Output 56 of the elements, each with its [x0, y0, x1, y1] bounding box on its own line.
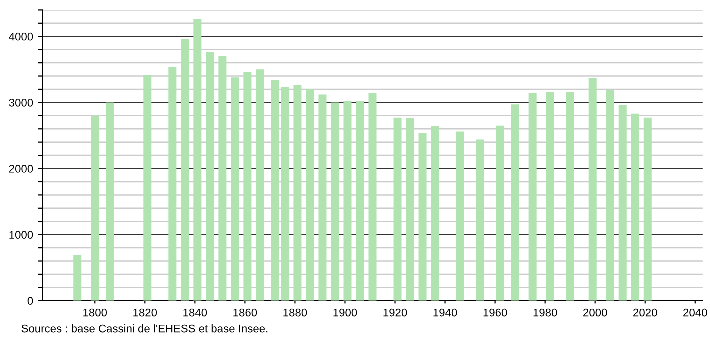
bar [281, 88, 290, 301]
x-tick-label: 1840 [184, 308, 208, 317]
bar [194, 19, 202, 301]
bar [331, 102, 340, 301]
bar [168, 67, 177, 301]
bar [406, 118, 414, 301]
x-tick-label: 2000 [584, 308, 608, 317]
x-tick-label: 1940 [434, 308, 458, 317]
bar [418, 133, 427, 301]
bar [496, 126, 504, 301]
bar [356, 101, 364, 301]
bar [206, 52, 214, 301]
bar [476, 140, 484, 301]
bar [394, 118, 402, 301]
bar [528, 93, 537, 301]
bar [74, 255, 82, 301]
bar [91, 116, 100, 301]
bar [344, 101, 352, 301]
bar [294, 86, 302, 301]
bar [106, 102, 114, 301]
bar [218, 56, 227, 301]
x-tick-label: 1800 [84, 308, 108, 317]
y-tick-label: 3000 [9, 98, 34, 107]
bar [644, 118, 652, 301]
y-tick-label: 0 [28, 297, 34, 306]
bar [546, 92, 554, 301]
bar [588, 78, 597, 301]
bar [631, 114, 640, 301]
bar [306, 89, 314, 301]
bar [456, 132, 464, 301]
bar [431, 126, 440, 301]
bar [271, 80, 280, 301]
x-tick-label: 2040 [684, 308, 708, 317]
bar [618, 105, 627, 301]
source-note: Sources : base Cassini de l'EHESS et base Insee. [22, 324, 268, 333]
x-tick-label: 1880 [284, 308, 308, 317]
bar [231, 78, 240, 301]
x-tick-label: 1900 [334, 308, 358, 317]
bar [318, 94, 327, 301]
bar [256, 70, 264, 301]
y-tick-label: 1000 [10, 231, 34, 239]
bar [566, 92, 574, 301]
x-tick-label: 1860 [234, 308, 258, 317]
x-tick-label: 1820 [134, 308, 158, 317]
bar [244, 72, 252, 301]
bar [368, 93, 377, 301]
y-tick-label: 2000 [9, 165, 34, 173]
x-tick-label: 2020 [634, 308, 658, 317]
bar [181, 39, 190, 301]
y-tick-label: 4000 [9, 32, 34, 41]
bar [511, 104, 520, 301]
x-tick-label: 1920 [384, 308, 408, 317]
x-tick-label: 1980 [534, 308, 558, 317]
bar [606, 90, 614, 301]
x-tick-label: 1960 [484, 308, 508, 317]
bar [144, 74, 152, 301]
